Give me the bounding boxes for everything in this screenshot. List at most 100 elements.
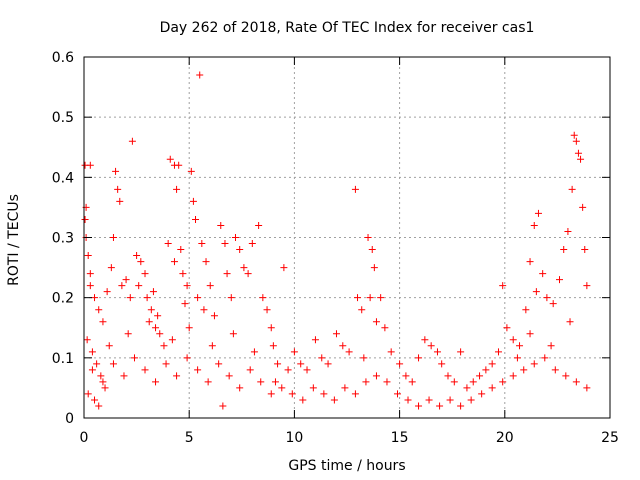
data-point bbox=[427, 342, 435, 350]
data-point bbox=[208, 342, 216, 350]
data-point bbox=[393, 390, 401, 398]
data-point bbox=[112, 167, 120, 175]
data-point bbox=[162, 360, 170, 368]
data-point bbox=[297, 360, 305, 368]
data-point bbox=[360, 354, 368, 362]
data-point bbox=[320, 390, 328, 398]
data-point bbox=[200, 306, 208, 314]
data-point bbox=[86, 161, 94, 169]
x-tick-label: 20 bbox=[496, 430, 514, 446]
data-point bbox=[109, 360, 117, 368]
data-point bbox=[133, 252, 141, 260]
data-point bbox=[581, 246, 589, 254]
data-point bbox=[244, 270, 252, 278]
data-point bbox=[381, 324, 389, 332]
axis-tick-labels: 0 5 10 15 20 25 0 0.1 0.2 0.3 0.4 0.5 0.6 bbox=[52, 50, 619, 446]
x-tick-label: 5 bbox=[185, 430, 194, 446]
y-tick-label: 0.1 bbox=[52, 351, 74, 367]
data-point bbox=[105, 342, 113, 350]
data-point bbox=[95, 306, 103, 314]
data-point bbox=[177, 246, 185, 254]
data-point bbox=[126, 294, 134, 302]
data-point bbox=[408, 378, 416, 386]
data-point bbox=[341, 384, 349, 392]
data-point bbox=[534, 209, 542, 217]
data-point bbox=[259, 294, 267, 302]
data-point bbox=[236, 384, 244, 392]
data-point bbox=[469, 378, 477, 386]
data-point bbox=[415, 402, 423, 410]
data-point bbox=[255, 221, 263, 229]
data-point bbox=[366, 294, 374, 302]
data-point bbox=[425, 396, 433, 404]
data-point bbox=[183, 282, 191, 290]
data-point bbox=[364, 234, 372, 241]
data-point bbox=[175, 161, 183, 169]
axis-ticks bbox=[83, 56, 611, 419]
data-point bbox=[194, 294, 202, 302]
x-tick-label: 0 bbox=[80, 430, 89, 446]
y-tick-label: 0.5 bbox=[52, 110, 74, 126]
data-point bbox=[530, 221, 538, 229]
data-point bbox=[549, 300, 557, 308]
data-point bbox=[130, 354, 138, 362]
data-point bbox=[227, 294, 235, 302]
data-point bbox=[499, 282, 507, 290]
data-point bbox=[278, 384, 286, 392]
data-point bbox=[145, 318, 153, 326]
data-point bbox=[95, 402, 103, 410]
data-point bbox=[250, 348, 258, 356]
data-point bbox=[114, 185, 122, 193]
data-point bbox=[383, 378, 391, 386]
y-axis-label: ROTI / TECUs bbox=[6, 194, 22, 286]
data-point bbox=[225, 372, 233, 380]
data-point bbox=[103, 288, 111, 296]
data-point bbox=[488, 384, 496, 392]
data-point bbox=[509, 372, 517, 380]
x-tick-label: 15 bbox=[391, 430, 409, 446]
data-point bbox=[189, 197, 197, 205]
data-point bbox=[526, 330, 534, 338]
data-point bbox=[267, 324, 275, 332]
data-point bbox=[120, 372, 128, 380]
data-point bbox=[141, 366, 149, 374]
data-point bbox=[221, 240, 229, 248]
data-point bbox=[118, 282, 126, 290]
data-point bbox=[164, 240, 172, 248]
data-point bbox=[194, 366, 202, 374]
data-point bbox=[450, 378, 458, 386]
data-point bbox=[93, 360, 101, 368]
data-point bbox=[173, 372, 181, 380]
data-point bbox=[99, 318, 107, 326]
data-point bbox=[91, 294, 99, 302]
data-point bbox=[263, 306, 271, 314]
data-point bbox=[88, 366, 96, 374]
data-point bbox=[467, 396, 475, 404]
data-point bbox=[309, 384, 317, 392]
data-point bbox=[547, 342, 555, 350]
data-point bbox=[330, 396, 338, 404]
data-point bbox=[170, 258, 178, 266]
data-point bbox=[168, 336, 176, 344]
data-point bbox=[377, 294, 385, 302]
data-point bbox=[354, 294, 362, 302]
data-point bbox=[476, 372, 484, 380]
data-point bbox=[231, 234, 239, 241]
data-point bbox=[332, 330, 340, 338]
data-point bbox=[562, 372, 570, 380]
data-point bbox=[274, 360, 282, 368]
data-point bbox=[88, 348, 96, 356]
data-point bbox=[290, 348, 298, 356]
data-point bbox=[288, 390, 296, 398]
data-point bbox=[137, 258, 145, 266]
data-point bbox=[520, 366, 528, 374]
data-point bbox=[494, 348, 502, 356]
data-point bbox=[156, 330, 164, 338]
data-point bbox=[387, 348, 395, 356]
data-point bbox=[215, 360, 223, 368]
data-point bbox=[152, 378, 160, 386]
data-point bbox=[204, 378, 212, 386]
data-point bbox=[128, 137, 136, 145]
data-point bbox=[482, 366, 490, 374]
